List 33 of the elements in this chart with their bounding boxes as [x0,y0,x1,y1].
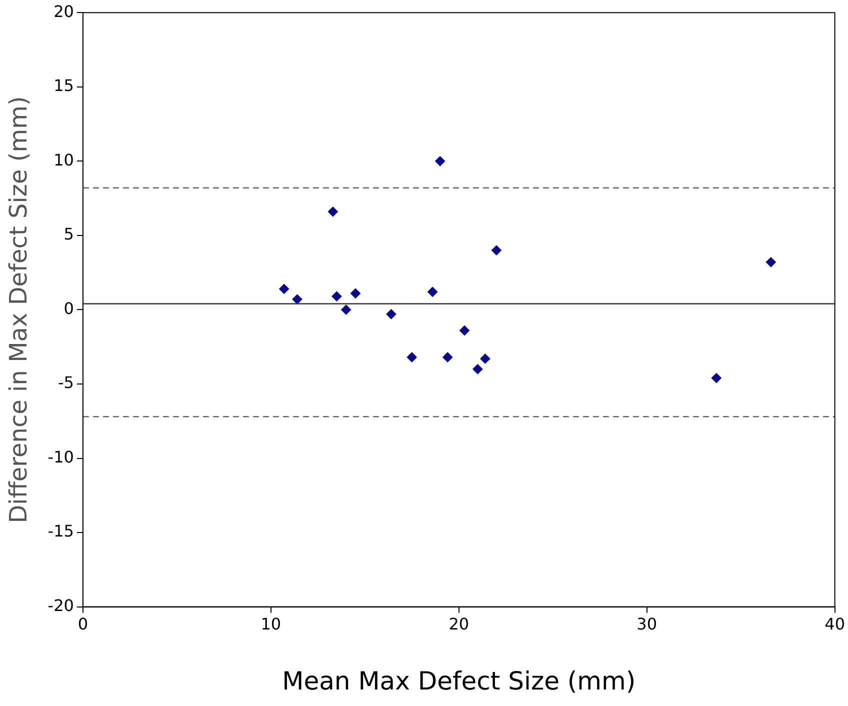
y-tick-label: 20 [54,2,74,21]
x-axis-title: Mean Max Defect Size (mm) [282,666,636,696]
y-tick-label: 0 [64,298,74,318]
y-tick-label: -10 [48,447,74,466]
point [341,304,352,315]
x-tick-label: 0 [78,614,88,634]
x-tick-label: 10 [260,614,282,634]
point [460,325,470,336]
x-tick-label: 30 [636,614,658,634]
point [472,364,483,374]
x-tick-label: 40 [824,614,845,634]
point [491,245,502,256]
point [350,288,360,298]
y-tick-label: -20 [48,596,74,615]
point [711,373,722,384]
point [292,294,302,304]
y-tick-label: 5 [64,224,74,244]
point [435,156,446,166]
point [328,206,338,217]
point [442,352,453,362]
point [279,284,290,294]
point [406,352,417,362]
point [766,257,776,268]
y-tick-label: 15 [54,76,74,96]
point [332,291,342,302]
y-tick-label: 10 [54,150,74,170]
x-tick-label: 20 [448,614,470,634]
y-tick-label: -5 [58,373,74,392]
point [386,309,396,320]
y-tick-label: -15 [48,522,74,541]
point [428,286,438,297]
point [480,354,490,364]
y-axis-title: Difference in Max Defect Size (mm) [4,96,33,524]
